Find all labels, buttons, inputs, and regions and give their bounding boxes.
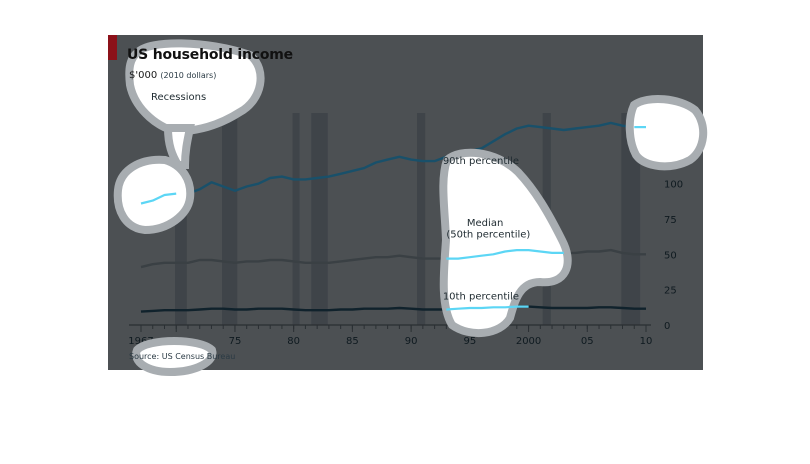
redaction-blob: [163, 124, 195, 169]
source-note: Source: US Census Bureau: [129, 352, 236, 361]
series-line-0: [140, 121, 646, 205]
highlight-segment: [446, 249, 564, 260]
series-annotation: Median: [467, 218, 503, 229]
recession-bands: [175, 113, 641, 325]
x-tick-label: 75: [229, 336, 242, 347]
y-tick-label: 50: [664, 250, 677, 261]
series-lines: [140, 121, 646, 313]
chart-title: US household income: [127, 47, 293, 63]
chart-subtitle: $'000 (2010 dollars): [129, 70, 216, 81]
y-tick-label: 25: [664, 286, 677, 297]
x-tick-label: 95: [463, 336, 476, 347]
redaction-blob: [625, 95, 708, 171]
labels: 90th percentile Median(50th percentile) 10…: [140, 92, 646, 311]
highlight-segment: [140, 192, 177, 205]
recession-band: [311, 113, 328, 325]
subtitle-unit: $'000: [129, 70, 158, 81]
x-tick-label: 2000: [516, 336, 541, 347]
x-tick-label: 1967: [128, 336, 153, 347]
redaction-blob: [113, 155, 195, 235]
redaction-blob: [125, 39, 265, 137]
x-tick-label: 10: [640, 336, 653, 347]
series-annotation: 90th percentile: [443, 156, 519, 167]
subtitle-note: (2010 dollars): [160, 71, 217, 80]
x-tick-label: 05: [581, 336, 594, 347]
series-line-2: [140, 305, 646, 313]
recessions-label: Recessions: [151, 92, 206, 103]
recession-band: [222, 113, 238, 325]
highlight-segment: [446, 305, 529, 311]
series-annotation: 10th percentile: [443, 292, 519, 303]
recession-band: [621, 113, 641, 325]
y-tick-label: 0: [664, 321, 670, 332]
redaction-blob: [439, 148, 572, 338]
redaction-blobs: [113, 39, 708, 377]
redaction-blob: [132, 337, 217, 377]
brand-accent-bar: [108, 35, 117, 60]
x-tick-label: 80: [287, 336, 300, 347]
axes: 0255075100125150196770758085909520000510: [128, 109, 683, 347]
recession-band: [292, 113, 300, 325]
y-tick-label: 100: [664, 180, 683, 191]
x-tick-label: 90: [405, 336, 418, 347]
y-tick-label: 75: [664, 215, 677, 226]
series-annotation: (50th percentile): [446, 229, 530, 240]
x-tick-label: 85: [346, 336, 359, 347]
recession-band: [416, 113, 426, 325]
